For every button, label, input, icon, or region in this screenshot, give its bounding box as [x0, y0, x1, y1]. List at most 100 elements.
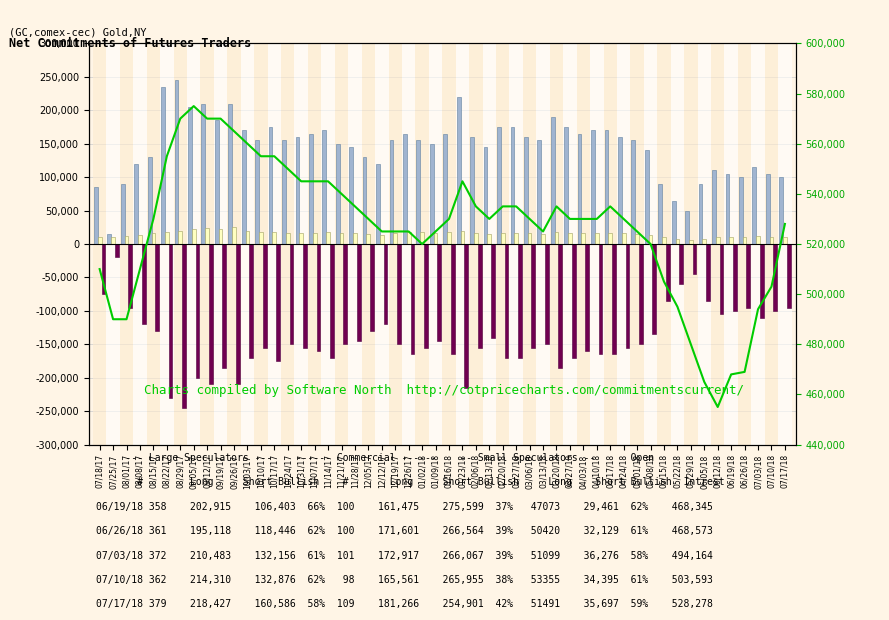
- Bar: [657, 43, 670, 445]
- Bar: [330, 244, 333, 358]
- Bar: [300, 232, 303, 244]
- Bar: [380, 234, 384, 244]
- Text: Charts compiled by Software North  http://cotpricecharts.com/commitmentscurrent/: Charts compiled by Software North http:/…: [145, 384, 744, 397]
- Bar: [303, 244, 307, 348]
- Bar: [174, 80, 179, 244]
- Bar: [276, 244, 280, 361]
- Bar: [451, 244, 454, 355]
- Bar: [388, 43, 402, 445]
- Bar: [241, 43, 254, 445]
- Bar: [321, 43, 335, 445]
- Bar: [242, 130, 245, 244]
- Bar: [94, 187, 98, 244]
- Bar: [621, 233, 626, 244]
- Bar: [617, 43, 630, 445]
- Bar: [281, 43, 294, 445]
- Bar: [595, 232, 598, 244]
- Text: #        Long     Short Bullish    #       Long     Short Bullish     Long    Sh: # Long Short Bullish # Long Short Bullis…: [96, 477, 725, 487]
- Bar: [362, 43, 375, 445]
- Bar: [733, 244, 737, 311]
- Bar: [402, 43, 415, 445]
- Bar: [631, 140, 636, 244]
- Bar: [659, 184, 662, 244]
- Bar: [523, 43, 536, 445]
- Bar: [578, 134, 581, 244]
- Bar: [672, 200, 676, 244]
- Bar: [245, 231, 249, 244]
- Bar: [751, 43, 765, 445]
- Bar: [98, 237, 101, 244]
- Bar: [469, 43, 483, 445]
- Bar: [698, 43, 711, 445]
- Bar: [591, 130, 595, 244]
- Text: 06/26/18 361    195,118    118,446  62%  100    171,601    266,564  39%   50420 : 06/26/18 361 195,118 118,446 62% 100 171…: [96, 526, 713, 536]
- Bar: [729, 237, 733, 244]
- Bar: [93, 43, 107, 445]
- Bar: [484, 147, 487, 244]
- Bar: [649, 234, 653, 244]
- Bar: [719, 244, 724, 314]
- Bar: [160, 43, 173, 445]
- Bar: [510, 127, 515, 244]
- Bar: [585, 244, 589, 351]
- Bar: [370, 244, 374, 331]
- Bar: [457, 97, 461, 244]
- Bar: [134, 164, 138, 244]
- Bar: [120, 43, 133, 445]
- Bar: [411, 244, 414, 355]
- Bar: [464, 244, 469, 388]
- Bar: [148, 157, 151, 244]
- Bar: [263, 244, 267, 348]
- Bar: [232, 228, 236, 244]
- Bar: [639, 244, 643, 344]
- Bar: [254, 43, 268, 445]
- Bar: [215, 120, 219, 244]
- Bar: [725, 43, 738, 445]
- Bar: [340, 232, 343, 244]
- Text: 07/03/18 372    210,483    132,156  61%  101    172,917    266,067  39%   51099 : 07/03/18 372 210,483 132,156 61% 101 172…: [96, 551, 713, 560]
- Bar: [706, 244, 710, 301]
- Bar: [536, 43, 549, 445]
- Bar: [219, 229, 222, 244]
- Bar: [282, 140, 286, 244]
- Bar: [316, 244, 320, 351]
- Bar: [770, 237, 773, 244]
- Bar: [268, 43, 281, 445]
- Bar: [787, 244, 790, 308]
- Bar: [679, 244, 683, 284]
- Bar: [121, 184, 124, 244]
- Bar: [497, 127, 501, 244]
- Bar: [376, 164, 380, 244]
- Bar: [228, 43, 241, 445]
- Bar: [470, 137, 474, 244]
- Bar: [165, 232, 169, 244]
- Bar: [308, 43, 321, 445]
- Bar: [780, 177, 783, 244]
- Bar: [515, 232, 518, 244]
- Bar: [581, 233, 585, 244]
- Bar: [348, 43, 362, 445]
- Bar: [403, 134, 407, 244]
- Bar: [501, 232, 505, 244]
- Bar: [496, 43, 509, 445]
- Bar: [509, 43, 523, 445]
- Bar: [545, 244, 549, 344]
- Bar: [778, 43, 791, 445]
- Text: Net Commitments of Futures Traders: Net Commitments of Futures Traders: [9, 37, 251, 50]
- Bar: [156, 244, 159, 331]
- Bar: [487, 234, 492, 244]
- Bar: [565, 127, 568, 244]
- Bar: [685, 211, 689, 244]
- Bar: [676, 239, 679, 244]
- Bar: [447, 232, 451, 244]
- Bar: [577, 43, 590, 445]
- Bar: [173, 43, 187, 445]
- Bar: [128, 244, 132, 308]
- Bar: [551, 117, 555, 244]
- Text: --- Large Speculators ---    ------ Commercial ------    -- Small Speculators --: --- Large Speculators --- ------ Commerc…: [96, 453, 654, 463]
- Bar: [349, 147, 353, 244]
- Bar: [138, 234, 142, 244]
- Bar: [196, 244, 199, 378]
- Bar: [636, 234, 639, 244]
- Bar: [773, 244, 777, 311]
